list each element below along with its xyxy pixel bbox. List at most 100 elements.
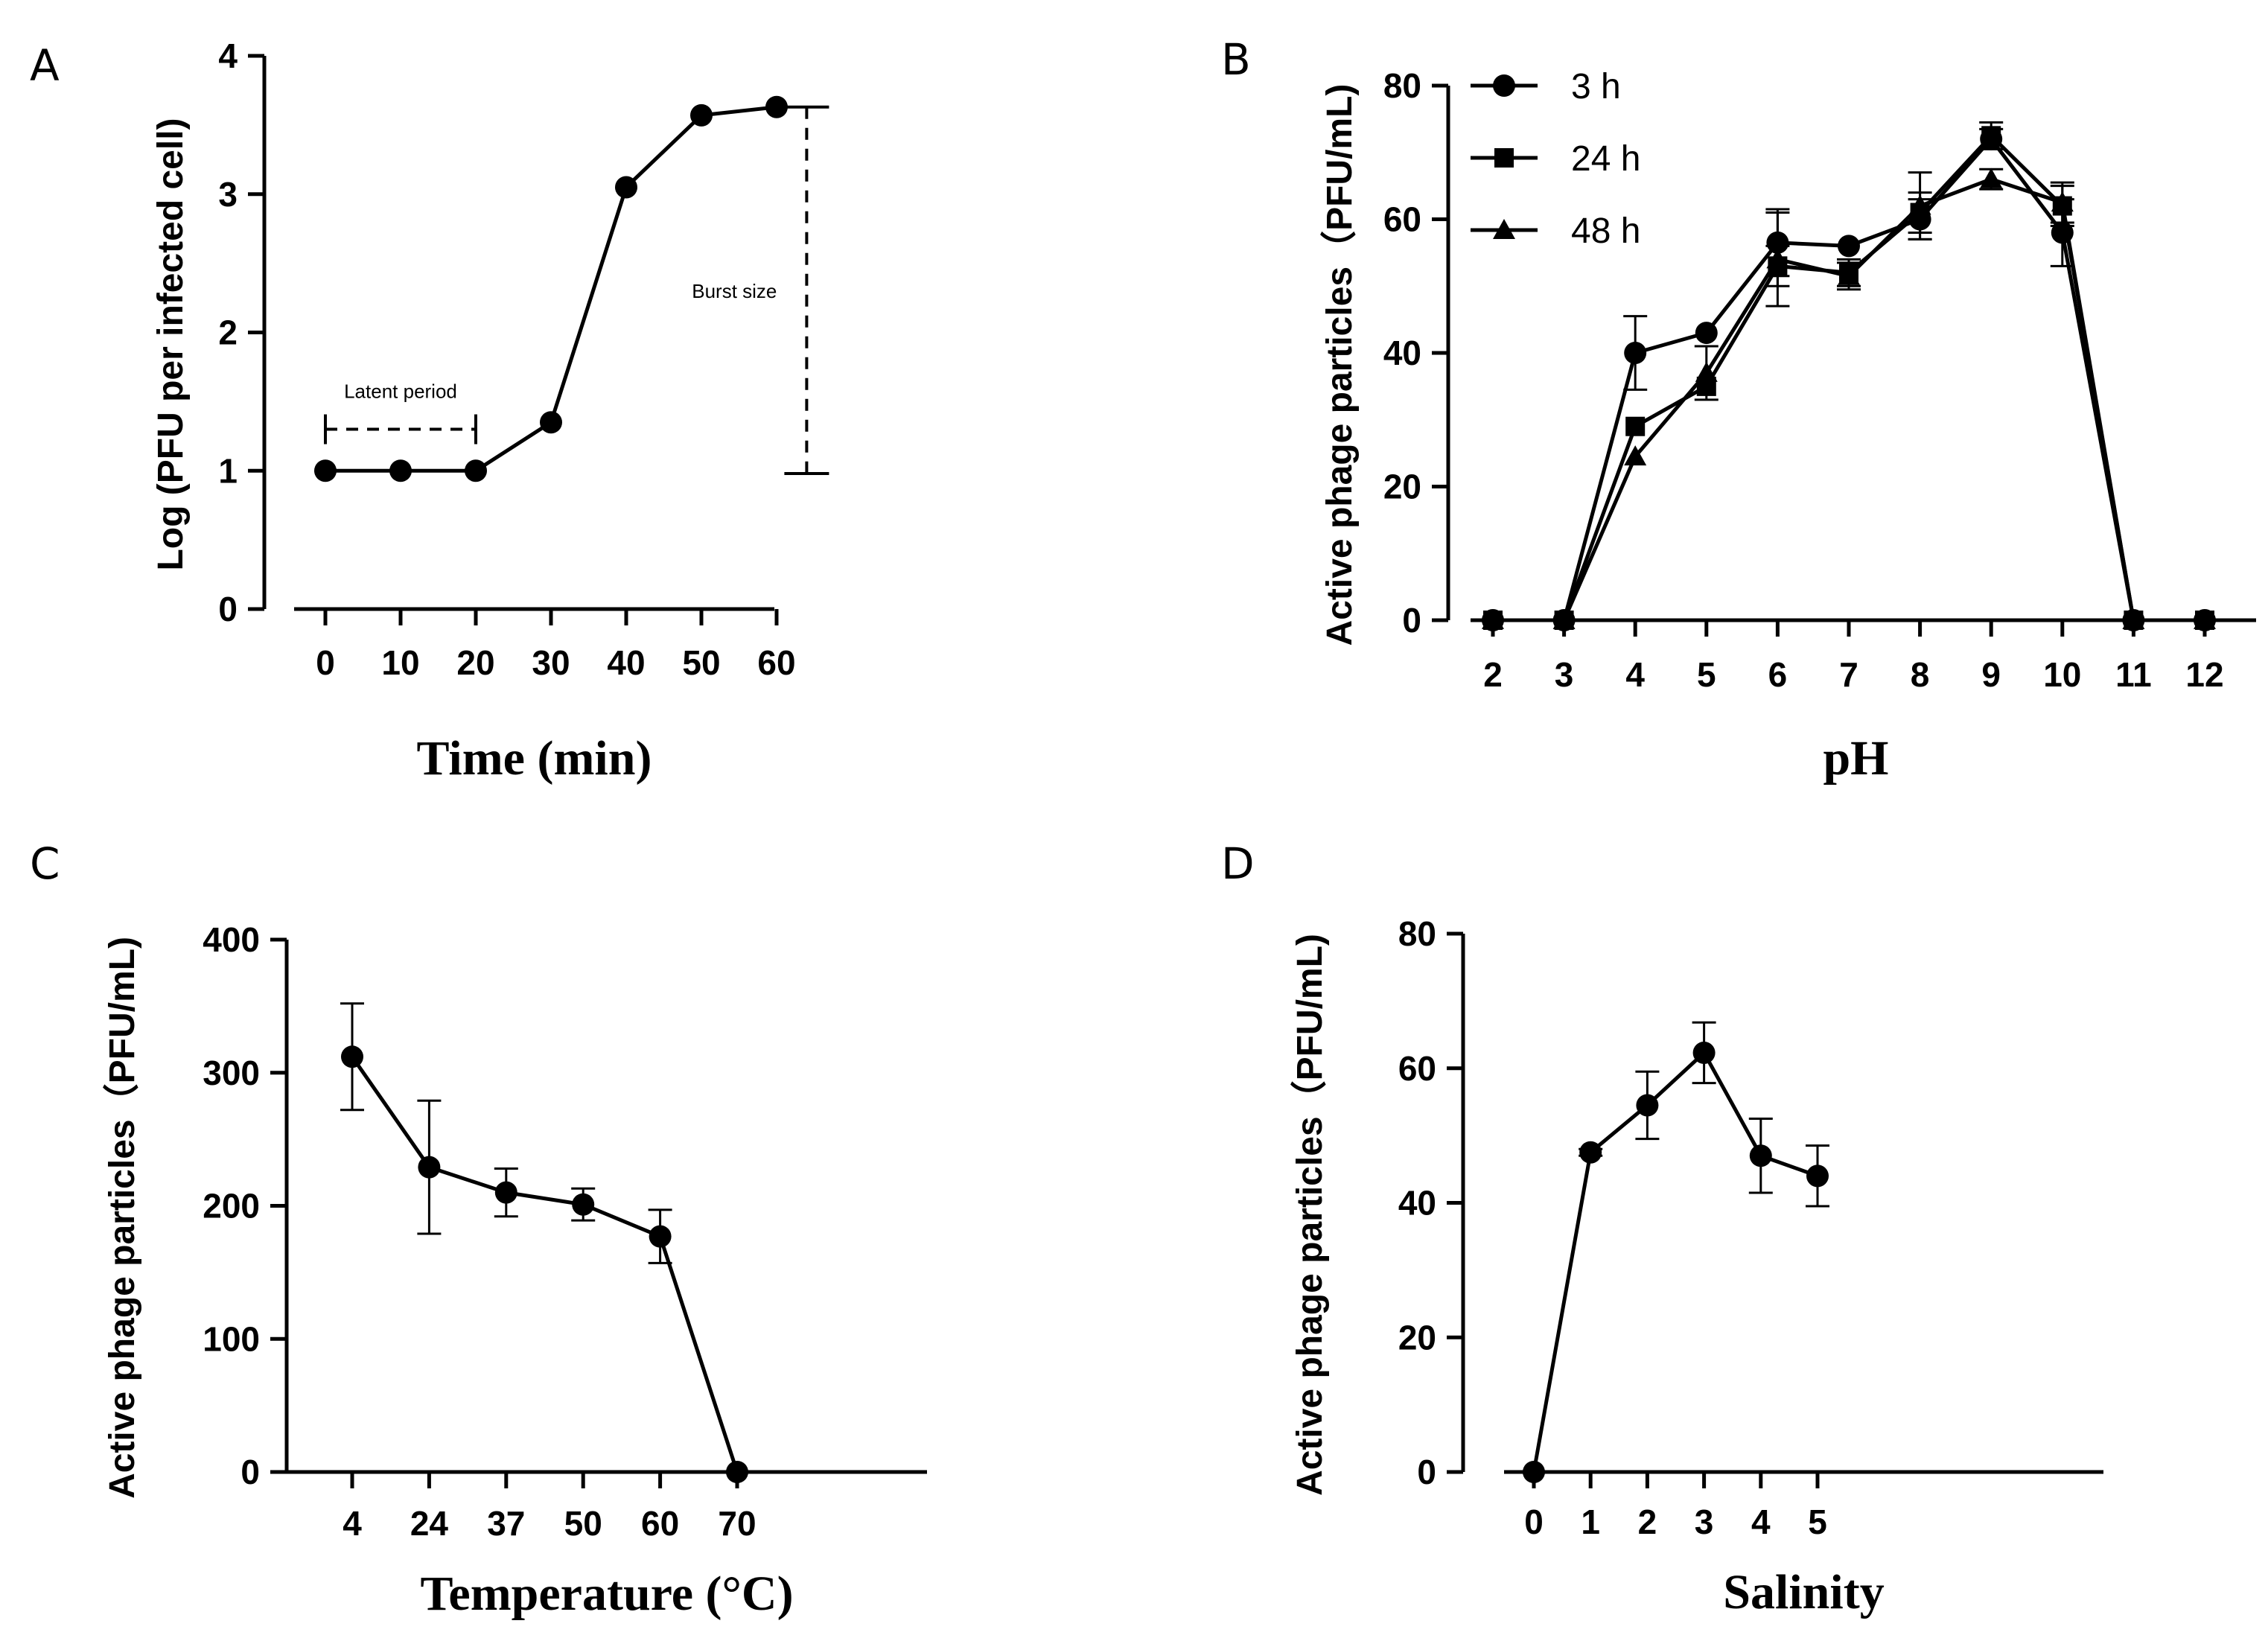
x-tick-label: 2 [1638, 1503, 1657, 1541]
x-tick-label: 20 [456, 643, 494, 682]
y-tick-label: 0 [1417, 1453, 1436, 1491]
series-line [1493, 133, 2205, 622]
y-tick-label: 1 [218, 451, 238, 490]
data-point [2194, 609, 2216, 629]
x-tick-label: 60 [641, 1504, 679, 1543]
data-point [1838, 235, 1860, 258]
data-point [1624, 445, 1647, 466]
data-point [465, 459, 487, 482]
series-phage [340, 1002, 748, 1483]
y-tick-label: 20 [1383, 468, 1421, 506]
x-axis-title: Salinity [1723, 1565, 1884, 1619]
x-tick-label: 1 [1581, 1503, 1600, 1541]
panel-c: C 0 100 200 300 400 4 24 37 50 60 70 Active phage pa… [30, 838, 927, 1621]
x-tick-label: 70 [718, 1504, 756, 1543]
y-axis-title: Active phage particles（PFU/mL) [103, 937, 142, 1499]
panel-b: B 0 20 40 60 80 2 3 4 5 6 7 8 9 10 11 12 Active phage par… [1221, 34, 2256, 786]
data-point [1981, 126, 2001, 146]
y-tick-label: 300 [203, 1054, 260, 1092]
y-axis-title: Log (PFU per infected cell) [151, 118, 191, 570]
y-tick-label: 4 [218, 36, 238, 75]
x-tick-label: 40 [607, 643, 645, 682]
data-point [1766, 248, 1789, 269]
legend-marker [1493, 74, 1515, 97]
legend-marker [1493, 219, 1515, 239]
series-phage [1523, 1021, 1829, 1483]
x-tick-label: 4 [1625, 655, 1645, 694]
y-tick-label: 400 [203, 920, 260, 959]
x-axis-title: Temperature (°C) [420, 1567, 793, 1621]
data-point [2122, 609, 2145, 629]
data-point [1749, 1144, 1772, 1167]
legend: 3 h 24 h 48 h [1471, 67, 1640, 251]
x-tick-label: 24 [410, 1504, 449, 1543]
y-tick-label: 0 [241, 1453, 260, 1491]
legend-label: 24 h [1571, 139, 1640, 179]
y-tick-label: 100 [203, 1319, 260, 1358]
y-tick-label: 80 [1398, 914, 1436, 953]
annotations: Latent period Burst size [324, 105, 829, 475]
data-point [494, 1181, 517, 1204]
data-point [418, 1156, 441, 1179]
data-point [2051, 191, 2074, 212]
x-axis-title: Time (min) [417, 731, 652, 786]
data-point [1838, 264, 1860, 285]
panel-letter: C [30, 838, 60, 889]
data-point [765, 95, 788, 118]
x-tick-label: 9 [1981, 655, 2001, 694]
data-point [1579, 1141, 1602, 1164]
y-tick-label: 2 [218, 313, 238, 352]
data-point [1908, 194, 1931, 215]
x-tick-label: 3 [1555, 655, 1574, 694]
legend-label: 48 h [1571, 211, 1640, 251]
data-point [540, 411, 562, 434]
data-point [1806, 1164, 1829, 1188]
data-point [572, 1193, 595, 1216]
y-tick-label: 60 [1383, 200, 1421, 239]
panel-letter: A [30, 40, 60, 91]
data-point [1552, 609, 1576, 629]
x-tick-label: 8 [1911, 655, 1930, 694]
data-point [1980, 168, 2003, 188]
burst-size-label: Burst size [692, 280, 777, 302]
data-point [615, 176, 637, 199]
data-point [1624, 342, 1647, 364]
x-tick-label: 10 [2043, 655, 2081, 694]
series-line [1532, 1051, 1818, 1473]
y-tick-label: 0 [1402, 601, 1421, 640]
x-tick-label: 3 [1695, 1503, 1714, 1541]
y-tick-label: 60 [1398, 1049, 1436, 1088]
y-tick-label: 200 [203, 1187, 260, 1226]
data-point [726, 1461, 748, 1483]
x-tick-label: 6 [1768, 655, 1788, 694]
series-48-h [1482, 168, 2216, 629]
x-tick-label: 5 [1697, 655, 1716, 694]
y-axis-title: Active phage particles（PFU/mL) [1320, 84, 1360, 646]
panel-letter: B [1221, 34, 1251, 85]
data-point [649, 1225, 672, 1248]
panel-letter: D [1221, 838, 1255, 889]
series-phage [314, 95, 788, 482]
x-tick-label: 50 [564, 1504, 602, 1543]
data-point [1523, 1461, 1545, 1483]
data-point [1636, 1094, 1659, 1117]
x-tick-label: 0 [1524, 1503, 1544, 1541]
y-tick-label: 40 [1398, 1184, 1436, 1223]
y-tick-label: 80 [1383, 66, 1421, 105]
y-tick-label: 20 [1398, 1318, 1436, 1357]
data-point [1625, 416, 1646, 436]
data-point [341, 1045, 363, 1068]
x-axis-title: pH [1823, 731, 1888, 786]
y-tick-label: 0 [218, 590, 238, 628]
y-axis-title: Active phage particles（PFU/mL) [1290, 934, 1330, 1496]
x-tick-label: 37 [487, 1504, 525, 1543]
x-tick-label: 50 [682, 643, 720, 682]
data-point [1695, 322, 1718, 345]
series-line [350, 1055, 739, 1473]
x-tick-label: 2 [1483, 655, 1503, 694]
data-point [690, 103, 713, 127]
data-point [389, 459, 412, 482]
